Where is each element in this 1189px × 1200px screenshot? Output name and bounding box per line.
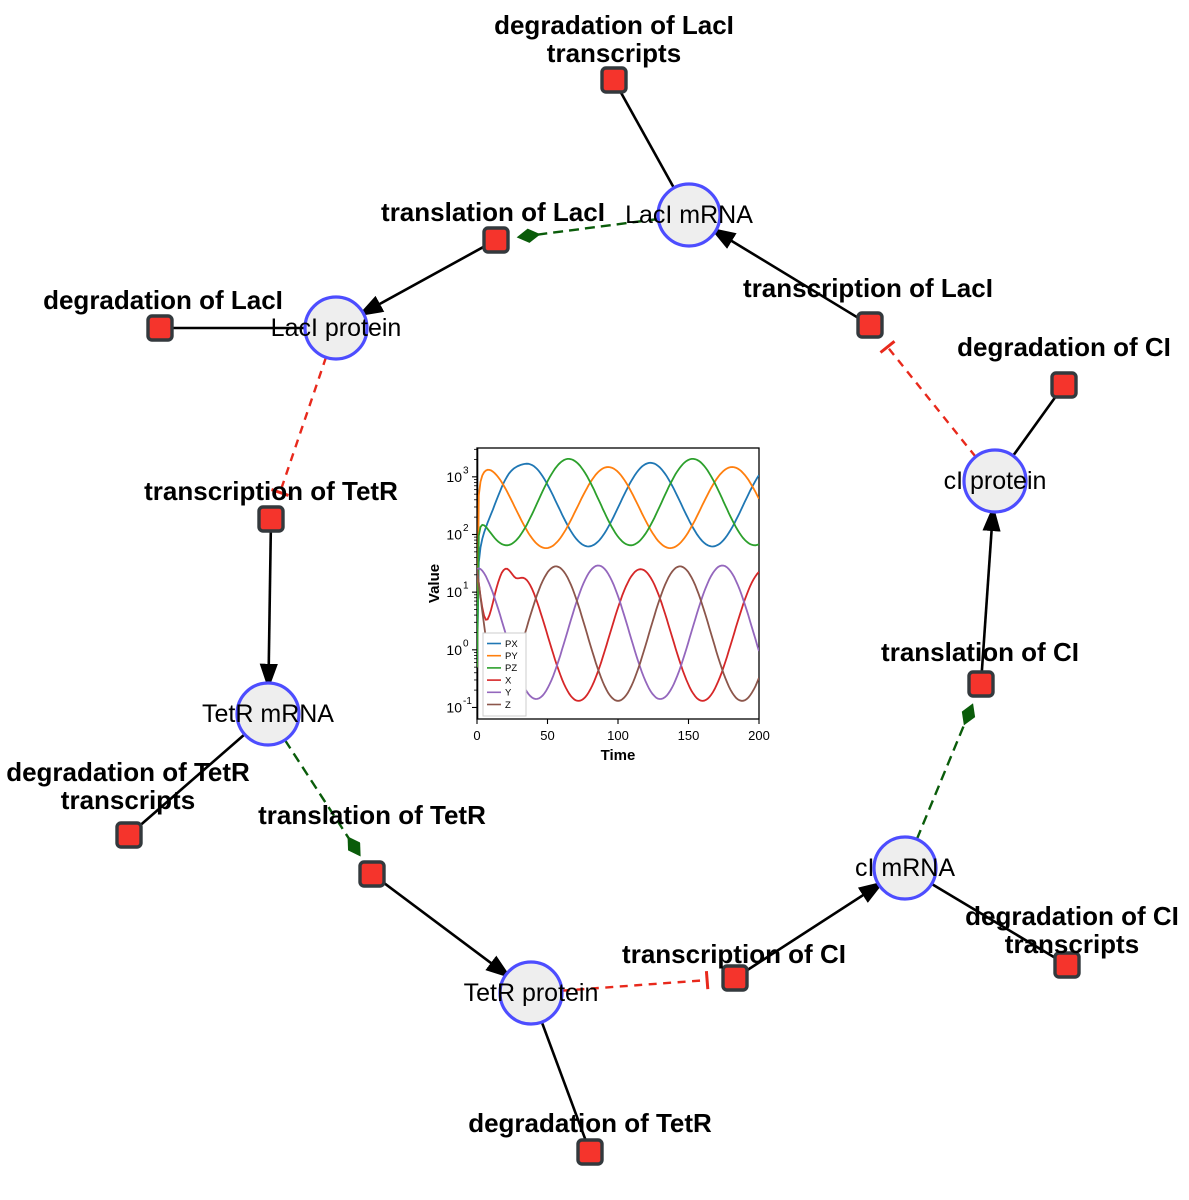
svg-text:TetR mRNA: TetR mRNA [202,700,334,728]
svg-text:0: 0 [473,728,480,743]
svg-text:10: 10 [446,584,462,600]
svg-text:translation of TetR: translation of TetR [258,800,486,830]
svg-text:50: 50 [540,728,554,743]
svg-text:3: 3 [463,465,469,476]
svg-text:degradation of TetR: degradation of TetR [6,757,250,787]
svg-text:translation of LacI: translation of LacI [381,197,605,227]
svg-text:transcripts: transcripts [547,38,681,68]
svg-text:Value: Value [426,564,443,603]
svg-text:degradation of LacI: degradation of LacI [494,10,734,40]
svg-text:100: 100 [607,728,629,743]
svg-text:PZ: PZ [505,663,517,674]
svg-text:cI mRNA: cI mRNA [855,854,955,882]
svg-text:transcripts: transcripts [1005,929,1139,959]
svg-text:PY: PY [505,651,518,662]
svg-text:10: 10 [446,642,462,658]
svg-text:degradation of CI: degradation of CI [965,901,1179,931]
svg-text:0: 0 [463,638,469,649]
svg-text:LacI protein: LacI protein [271,314,402,342]
svg-text:degradation of CI: degradation of CI [957,332,1171,362]
svg-text:transcription of CI: transcription of CI [622,939,846,969]
svg-text:cI protein: cI protein [944,467,1047,495]
svg-text:150: 150 [678,728,700,743]
svg-text:transcription of TetR: transcription of TetR [144,476,398,506]
svg-text:10: 10 [446,526,462,542]
svg-text:Y: Y [505,688,512,699]
svg-text:10: 10 [446,469,462,485]
svg-text:TetR protein: TetR protein [464,979,599,1007]
svg-text:LacI mRNA: LacI mRNA [625,201,753,229]
svg-text:Z: Z [505,700,511,711]
svg-text:translation of CI: translation of CI [881,637,1079,667]
svg-text:200: 200 [748,728,770,743]
svg-text:10: 10 [446,699,462,715]
svg-text:transcription of LacI: transcription of LacI [743,273,993,303]
svg-text:degradation of LacI: degradation of LacI [43,285,283,315]
svg-text:X: X [505,675,512,686]
svg-text:Time: Time [601,747,636,764]
svg-text:PX: PX [505,639,518,650]
svg-text:transcripts: transcripts [61,785,195,815]
svg-text:2: 2 [463,523,469,534]
svg-text:degradation of TetR: degradation of TetR [468,1108,712,1138]
svg-text:-1: -1 [463,696,472,707]
svg-text:1: 1 [463,581,469,592]
